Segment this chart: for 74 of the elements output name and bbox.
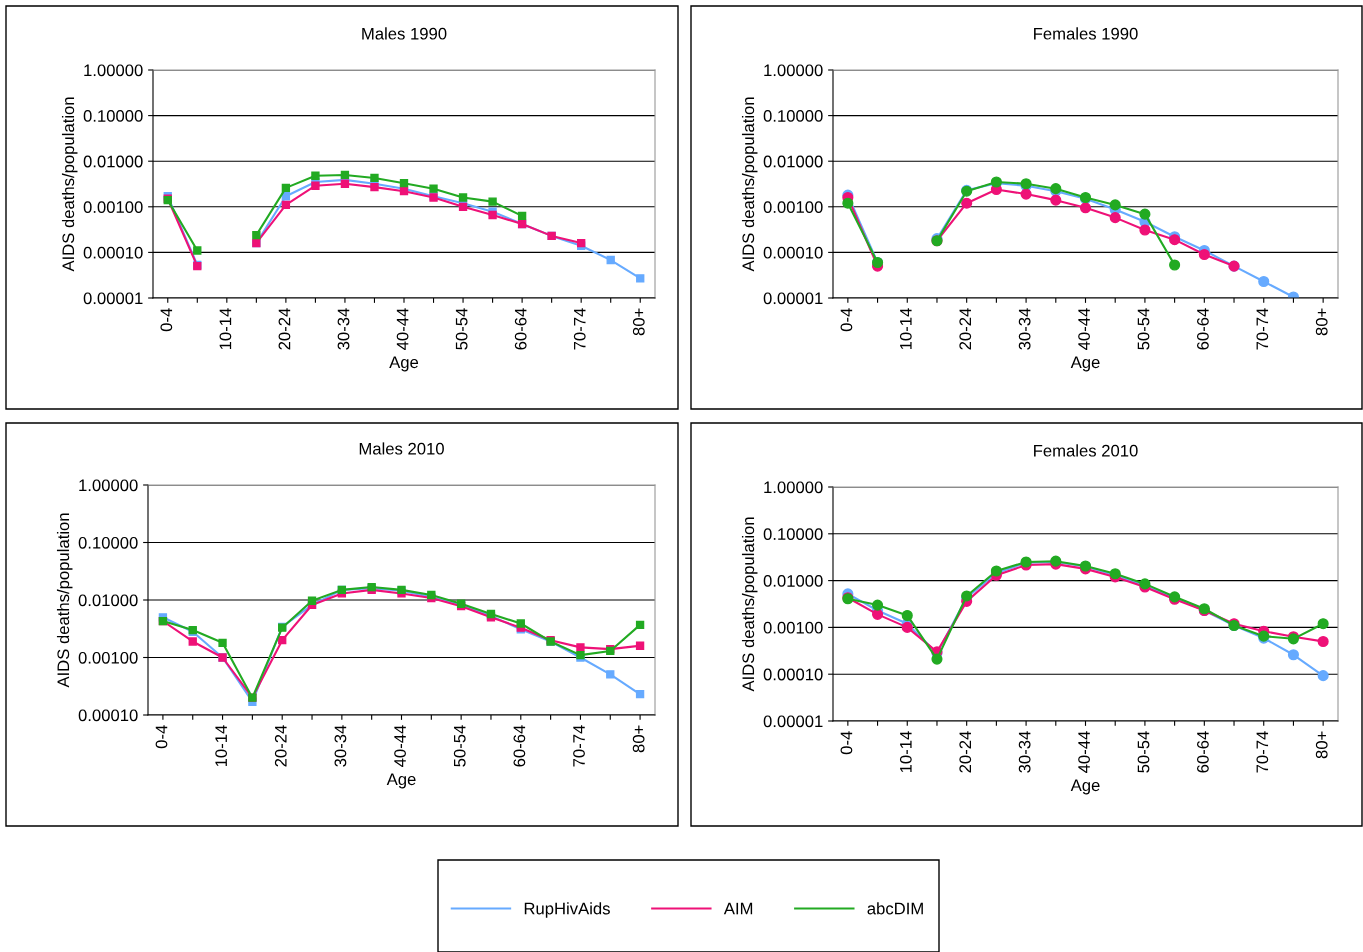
- x-tick-label: 0-4: [840, 731, 853, 755]
- y-tick-label: 0.00010: [78, 709, 138, 722]
- x-tick-label: 80+: [1315, 308, 1328, 336]
- x-axis-title: Age: [386, 773, 416, 789]
- x-tick-label: 80+: [1315, 731, 1328, 759]
- x-tick-label: 50-54: [455, 308, 468, 350]
- y-tick-label: 1.00000: [764, 481, 823, 494]
- x-tick-label: 40-44: [396, 308, 409, 350]
- y-axis-title: AIDS deaths/population: [61, 97, 78, 272]
- x-tick-label: 10-14: [215, 725, 228, 767]
- x-tick-label: 20-24: [274, 725, 287, 767]
- y-tick-label: 0.00010: [763, 668, 823, 681]
- x-tick-label: 50-54: [1137, 731, 1150, 773]
- y-tick-label: 0.00001: [763, 715, 823, 728]
- y-tick-label: 0.01000: [763, 575, 823, 587]
- x-tick-label: 60-64: [1197, 731, 1209, 773]
- x-tick-label: 30-34: [334, 725, 347, 767]
- y-tick-label: 0.10000: [83, 110, 143, 122]
- x-tick-label: 40-44: [1078, 308, 1090, 350]
- x-tick-label: 60-64: [513, 725, 526, 767]
- x-tick-label: 70-74: [573, 308, 586, 350]
- chart-title: Females 2010: [1034, 444, 1138, 457]
- x-tick-label: 10-14: [899, 308, 912, 350]
- legend-label: AIM: [723, 902, 753, 915]
- legend-label: abcDIM: [867, 902, 923, 915]
- x-tick-label: 30-34: [1018, 731, 1031, 773]
- x-axis-title: Age: [1070, 779, 1100, 795]
- y-tick-label: 0.01000: [763, 155, 823, 168]
- y-tick-label: 0.00010: [83, 246, 143, 259]
- y-tick-label: 0.00100: [763, 621, 823, 634]
- y-tick-label: 1.00000: [79, 479, 138, 492]
- y-tick-label: 0.00010: [763, 246, 823, 259]
- y-tick-label: 0.10000: [763, 528, 823, 540]
- x-tick-label: 20-24: [959, 308, 972, 350]
- x-tick-label: 60-64: [514, 308, 527, 350]
- x-tick-label: 20-24: [959, 731, 972, 773]
- y-tick-label: 1.00000: [764, 64, 823, 77]
- chart-title: Females 1990: [1034, 27, 1138, 40]
- x-tick-label: 0-4: [155, 725, 168, 749]
- y-tick-label: 0.01000: [83, 155, 143, 168]
- x-tick-label: 70-74: [573, 725, 585, 767]
- x-tick-label: 10-14: [899, 731, 912, 773]
- x-tick-label: 0-4: [160, 308, 173, 332]
- x-tick-label: 60-64: [1197, 308, 1209, 350]
- x-tick-label: 50-54: [453, 725, 466, 767]
- x-tick-label: 80+: [632, 308, 645, 336]
- y-tick-label: 0.01000: [78, 594, 138, 607]
- y-axis-title: AIDS deaths/population: [741, 97, 758, 272]
- chart-title: Males 2010: [359, 442, 444, 455]
- y-tick-label: 0.00001: [83, 292, 143, 305]
- x-tick-label: 70-74: [1256, 731, 1269, 773]
- x-tick-label: 20-24: [278, 308, 291, 350]
- y-tick-label: 1.00000: [84, 64, 143, 77]
- y-axis-title: AIDS deaths/population: [56, 513, 73, 688]
- x-axis-title: Age: [389, 356, 419, 372]
- x-tick-label: 30-34: [337, 308, 350, 350]
- y-tick-label: 0.00001: [763, 292, 823, 305]
- x-tick-label: 40-44: [394, 725, 406, 767]
- y-tick-label: 0.00100: [763, 201, 823, 213]
- x-tick-label: 50-54: [1137, 308, 1150, 350]
- x-axis-title: Age: [1070, 356, 1100, 372]
- x-tick-label: 0-4: [840, 308, 853, 332]
- chart-title: Males 1990: [362, 27, 447, 40]
- x-tick-label: 10-14: [219, 308, 232, 350]
- y-tick-label: 0.00100: [78, 651, 138, 664]
- y-tick-label: 0.00100: [83, 201, 143, 213]
- x-tick-label: 70-74: [1256, 308, 1269, 350]
- x-tick-label: 40-44: [1078, 731, 1090, 773]
- y-tick-label: 0.10000: [763, 110, 823, 122]
- y-axis-title: AIDS deaths/population: [741, 517, 758, 692]
- legend-label: RupHivAids: [524, 902, 610, 918]
- x-tick-label: 30-34: [1018, 308, 1031, 350]
- x-tick-label: 80+: [632, 725, 645, 753]
- y-tick-label: 0.10000: [78, 536, 138, 549]
